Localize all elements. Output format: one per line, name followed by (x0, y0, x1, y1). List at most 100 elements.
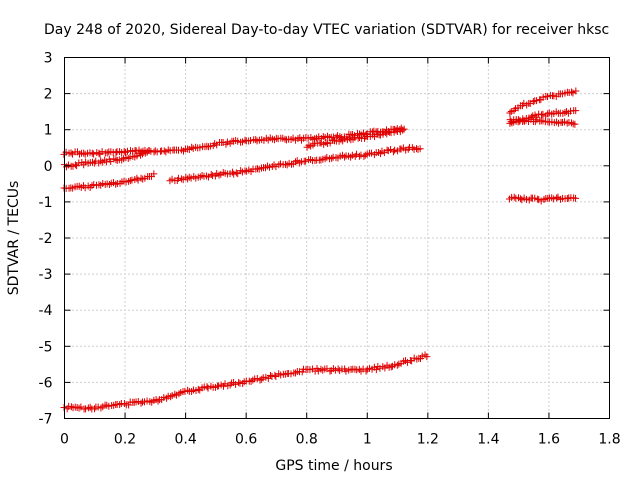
data-point (408, 144, 416, 152)
data-point (90, 150, 98, 158)
y-tick-label: -4 (39, 303, 53, 319)
data-point (124, 154, 132, 162)
data-point (393, 361, 401, 369)
data-point (392, 126, 400, 134)
data-point (282, 160, 290, 168)
data-series (60, 87, 580, 413)
data-point (145, 147, 153, 155)
x-tick-label: 1.4 (477, 432, 499, 448)
data-point (128, 176, 136, 184)
data-point (572, 194, 580, 202)
y-tick-label: 3 (44, 51, 53, 67)
data-point (141, 149, 149, 157)
y-tick-label: -1 (39, 195, 53, 211)
data-point (91, 405, 99, 413)
data-point (175, 390, 183, 398)
data-point (563, 194, 571, 202)
data-point (247, 136, 255, 144)
y-tick-label: -7 (39, 412, 53, 428)
data-point (185, 173, 193, 181)
chart-title: Day 248 of 2020, Sidereal Day-to-day VTE… (44, 22, 609, 38)
data-point (126, 177, 134, 185)
data-point (561, 109, 569, 117)
data-point (150, 170, 158, 178)
data-point (272, 163, 280, 171)
data-point (194, 385, 202, 393)
data-point (572, 87, 580, 95)
data-point (167, 393, 175, 401)
data-point (372, 366, 380, 374)
data-point (196, 173, 204, 181)
data-point (283, 161, 291, 169)
axis-ticks (64, 57, 610, 419)
data-point (531, 194, 539, 202)
data-point (328, 154, 336, 162)
data-point (540, 195, 548, 203)
y-tick-label: -5 (39, 339, 53, 355)
data-point (309, 141, 317, 149)
data-point (418, 352, 426, 360)
data-point (88, 149, 96, 157)
data-point (508, 119, 516, 127)
data-point (423, 353, 431, 361)
x-tick-label: 0.8 (296, 432, 318, 448)
y-tick-label: 2 (44, 87, 53, 103)
data-point (302, 157, 310, 165)
y-tick-label: -3 (39, 267, 53, 283)
data-point (533, 97, 541, 105)
data-point (341, 153, 349, 161)
data-point (103, 149, 111, 157)
data-point (174, 174, 182, 182)
data-point (568, 88, 576, 96)
data-point (184, 175, 192, 183)
data-point (77, 403, 85, 411)
x-tick-label: 0.2 (114, 432, 136, 448)
x-tick-label: 1.6 (538, 432, 560, 448)
series-track-g (506, 87, 580, 117)
x-tick-label: 0.4 (174, 432, 196, 448)
y-tick-label: 1 (44, 123, 53, 139)
series-track-a (60, 124, 408, 158)
data-point (247, 377, 255, 385)
data-point (346, 134, 354, 142)
x-axis-label: GPS time / hours (275, 458, 392, 474)
data-point (215, 171, 223, 179)
data-point (421, 351, 429, 359)
data-point (120, 399, 128, 407)
data-point (71, 161, 79, 169)
x-tick-label: 1.2 (417, 432, 439, 448)
series-track-i (506, 116, 579, 128)
data-point (75, 404, 83, 412)
data-point (553, 194, 561, 202)
data-point (67, 149, 75, 157)
y-tick-label: 0 (44, 159, 53, 175)
data-point (112, 180, 120, 188)
data-point (138, 150, 146, 158)
data-point (510, 106, 518, 114)
series-track-d (60, 170, 158, 192)
y-tick-label: -2 (39, 231, 53, 247)
data-point (204, 143, 212, 151)
data-point (324, 132, 332, 140)
data-point (400, 125, 408, 133)
data-point (207, 170, 215, 178)
data-point (235, 379, 243, 387)
data-point (258, 375, 266, 383)
data-point (198, 171, 206, 179)
data-point (292, 369, 300, 377)
data-point (177, 175, 185, 183)
data-point (84, 404, 92, 412)
data-point (125, 177, 133, 185)
data-point (151, 147, 159, 155)
data-point (125, 401, 133, 409)
data-point (517, 195, 525, 203)
data-point (101, 156, 109, 164)
data-point (514, 116, 522, 124)
data-point (544, 93, 552, 101)
y-axis-label: SDTVAR / TECUs (6, 181, 22, 296)
data-point (154, 397, 162, 405)
data-point (62, 148, 70, 156)
data-point (399, 126, 407, 134)
data-point (134, 176, 142, 184)
